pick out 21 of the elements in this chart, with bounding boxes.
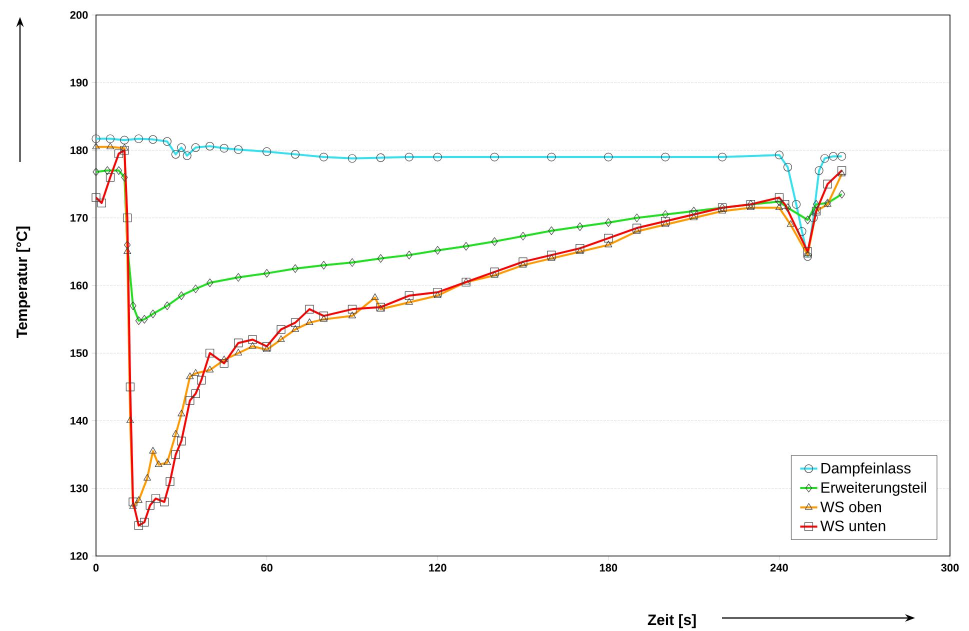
legend-label: WS oben: [820, 501, 881, 512]
y-axis-title: Temperatur [°C]: [16, 226, 30, 338]
y-tick-label: 190: [70, 78, 88, 86]
y-tick-label: 140: [70, 416, 88, 424]
x-tick-label: 300: [941, 564, 959, 572]
legend-label: Erweiterungsteil: [822, 482, 926, 496]
x-tick-label: 120: [429, 564, 446, 572]
x-tick-label: 240: [770, 564, 788, 572]
x-tick-label: 180: [600, 564, 618, 572]
y-tick-label: 120: [70, 552, 88, 560]
y-tick-label: 130: [70, 484, 88, 492]
legend-label: WS unten: [820, 520, 886, 531]
y-tick-label: 170: [70, 214, 88, 222]
y-tick-label: 200: [70, 10, 88, 19]
legend-label: Dampfeinlass: [822, 462, 911, 476]
x-tick-label: 60: [261, 564, 272, 572]
y-tick-label: 160: [70, 281, 88, 290]
y-tick-label: 180: [70, 146, 88, 154]
x-tick-label: 0: [93, 564, 99, 572]
x-axis-title: Zeit [s]: [648, 614, 696, 628]
y-tick-label: 150: [70, 349, 88, 357]
